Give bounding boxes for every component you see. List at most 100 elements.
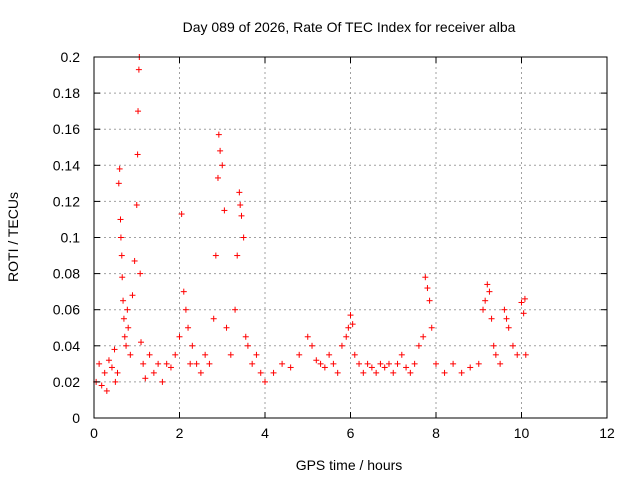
data-point — [178, 211, 185, 218]
data-point — [163, 360, 170, 367]
data-point — [150, 369, 157, 376]
data-point — [146, 351, 153, 358]
data-point — [415, 342, 422, 349]
data-point — [488, 315, 495, 322]
data-point — [497, 360, 504, 367]
data-point — [433, 360, 439, 367]
data-point — [420, 333, 427, 340]
data-point — [486, 288, 493, 295]
x-tick-label: 0 — [90, 425, 98, 441]
data-point — [115, 180, 122, 187]
data-point — [134, 151, 141, 158]
data-point — [381, 364, 388, 371]
x-tick-label: 6 — [347, 425, 355, 441]
data-point — [159, 378, 166, 385]
data-point — [253, 351, 260, 358]
chart-title: Day 089 of 2026, Rate Of TEC Index for r… — [183, 19, 516, 35]
data-points — [93, 54, 529, 394]
data-point — [117, 234, 124, 241]
data-point — [360, 369, 367, 376]
data-point — [364, 360, 371, 367]
data-point — [105, 357, 112, 364]
grid — [94, 57, 607, 418]
data-point — [242, 333, 249, 340]
data-point — [129, 292, 136, 299]
x-tick-label: 12 — [599, 425, 615, 441]
data-point — [377, 360, 384, 367]
data-point — [296, 351, 303, 358]
data-point — [236, 189, 243, 196]
data-point — [197, 369, 204, 376]
data-point — [120, 297, 127, 304]
y-tick-label: 0.06 — [53, 302, 80, 318]
data-point — [125, 324, 132, 331]
data-point — [210, 315, 217, 322]
data-point — [206, 360, 213, 367]
data-point — [155, 360, 162, 367]
data-point — [351, 351, 358, 358]
data-point — [313, 357, 320, 364]
data-point — [394, 360, 401, 367]
data-point — [215, 131, 222, 138]
x-tick-label: 2 — [176, 425, 184, 441]
data-point — [180, 288, 187, 295]
data-point — [317, 360, 324, 367]
data-point — [182, 306, 189, 313]
data-point — [121, 333, 128, 340]
data-point — [347, 312, 354, 319]
y-tick-label: 0.02 — [53, 374, 80, 390]
y-tick-label: 0.12 — [53, 193, 80, 209]
axis-ticks: 0 2 4 6 8 10 12 0 0.02 0.04 0.06 0.08 0.1 0.12 0.14 0.1… — [53, 49, 615, 441]
data-point — [441, 369, 448, 376]
data-point — [424, 285, 431, 292]
data-point — [422, 274, 429, 281]
data-point — [385, 360, 392, 367]
data-point — [518, 299, 525, 306]
data-point — [480, 306, 487, 313]
data-point — [338, 342, 345, 349]
data-point — [257, 369, 264, 376]
data-point — [503, 315, 510, 322]
data-point — [482, 297, 489, 304]
data-point — [221, 207, 228, 214]
x-tick-label: 8 — [432, 425, 440, 441]
data-point — [124, 306, 131, 313]
data-point — [368, 364, 375, 371]
data-point — [501, 306, 508, 313]
data-point — [117, 216, 124, 223]
data-point — [123, 342, 130, 349]
data-point — [249, 360, 256, 367]
data-point — [492, 351, 499, 358]
data-point — [217, 147, 224, 154]
data-point — [475, 360, 482, 367]
data-point — [490, 342, 497, 349]
data-point — [133, 202, 140, 209]
data-point — [330, 360, 337, 367]
x-tick-label: 4 — [261, 425, 269, 441]
data-point — [304, 333, 311, 340]
y-tick-label: 0.14 — [53, 157, 80, 173]
data-point — [103, 387, 110, 394]
x-axis-label: GPS time / hours — [296, 457, 403, 473]
data-point — [167, 364, 174, 371]
data-point — [505, 324, 512, 331]
data-point — [240, 234, 247, 241]
data-point — [98, 382, 105, 389]
data-point — [522, 351, 529, 358]
data-point — [193, 360, 200, 367]
y-tick-label: 0.16 — [53, 121, 80, 137]
data-point — [140, 360, 147, 367]
data-point — [214, 174, 221, 181]
data-point — [407, 369, 414, 376]
data-point — [390, 369, 397, 376]
y-tick-label: 0.1 — [61, 230, 81, 246]
data-point — [232, 306, 239, 313]
y-axis-label: ROTI / TECUs — [5, 192, 21, 282]
data-point — [373, 369, 380, 376]
data-point — [287, 364, 294, 371]
data-point — [521, 295, 528, 302]
data-point — [484, 281, 491, 288]
data-point — [426, 297, 433, 304]
